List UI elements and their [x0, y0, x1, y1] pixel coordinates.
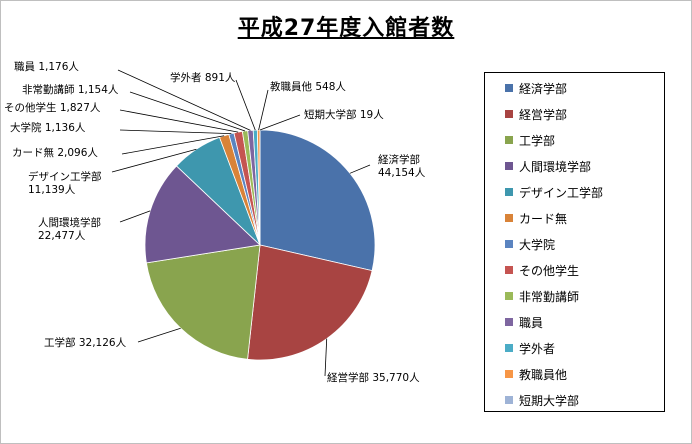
legend-swatch: [505, 214, 513, 222]
legend-swatch: [505, 292, 513, 300]
data-label-7: 大学院 1,136人: [10, 121, 86, 134]
leader-line-4: [119, 210, 151, 223]
data-label-10: 職員 1,176人: [14, 61, 79, 73]
legend-label: カード無: [519, 211, 568, 226]
legend-item-4: 人間環境学部: [505, 159, 592, 174]
leader-line-8: [119, 109, 239, 133]
data-label-11: 学外者 891人: [170, 71, 236, 84]
legend-swatch: [505, 344, 513, 352]
legend-label: 大学院: [519, 237, 556, 252]
leader-line-10: [117, 69, 251, 131]
legend-swatch: [505, 240, 513, 248]
chart-title: 平成27年度入館者数: [237, 16, 455, 41]
data-label-9: 非常勤講師 1,154人: [22, 83, 119, 96]
legend-item-7: 大学院: [505, 237, 556, 252]
legend-item-9: 非常勤講師: [505, 289, 580, 304]
leader-line-11: [235, 79, 256, 131]
legend-label: 学外者: [519, 341, 556, 356]
legend-label: 人間環境学部: [519, 159, 592, 174]
legend-item-1: 経済学部: [505, 81, 568, 96]
legend-swatch: [505, 318, 513, 326]
legend-item-10: 職員: [505, 315, 544, 330]
leader-line-9: [129, 91, 246, 132]
legend-swatch: [505, 162, 513, 170]
legend-item-11: 学外者: [505, 341, 556, 356]
legend-item-3: 工学部: [505, 133, 556, 148]
legend-item-2: 経営学部: [505, 107, 568, 122]
leader-line-1: [349, 164, 371, 174]
data-label-5: デザイン工学部 11,139人: [28, 170, 102, 196]
legend-swatch: [505, 136, 513, 144]
legend-item-6: カード無: [505, 211, 568, 226]
legend-swatch: [505, 110, 513, 118]
legend-label: 経営学部: [519, 107, 568, 122]
legend-label: デザイン工学部: [519, 185, 604, 200]
leader-line-2: [324, 338, 328, 377]
data-label-12: 教職員他 548人: [270, 80, 346, 93]
legend-item-12: 教職員他: [505, 367, 568, 382]
legend-swatch: [505, 84, 513, 92]
legend-label: 短期大学部: [519, 393, 580, 408]
legend-swatch: [505, 396, 513, 404]
legend-swatch: [505, 370, 513, 378]
legend-label: 経済学部: [519, 81, 568, 96]
data-label-4: 人間環境学部 22,477人: [38, 216, 101, 242]
leader-line-7: [119, 129, 232, 135]
leader-line-3: [137, 327, 181, 343]
legend-swatch: [505, 188, 513, 196]
leader-line-13: [259, 114, 301, 131]
data-label-13: 短期大学部 19人: [304, 108, 384, 121]
leader-line-5: [111, 148, 197, 173]
legend-label: 職員: [519, 315, 544, 330]
legend-swatch: [505, 266, 513, 274]
data-label-8: その他学生 1,827人: [4, 101, 101, 114]
legend-label: 教職員他: [519, 367, 568, 382]
data-label-2: 経営学部 35,770人: [327, 371, 420, 384]
legend-item-8: その他学生: [505, 263, 580, 278]
legend-item-13: 短期大学部: [505, 393, 580, 408]
legend-label: 工学部: [519, 133, 556, 148]
pie-slice-4: [144, 165, 261, 264]
legend-item-5: デザイン工学部: [505, 185, 604, 200]
legend-label: その他学生: [519, 263, 580, 278]
pie-slice-3: [145, 244, 261, 360]
leader-line-12: [258, 89, 269, 131]
legend-label: 非常勤講師: [519, 289, 580, 304]
leader-line-6: [121, 135, 225, 155]
chart-legend: 経済学部経営学部工学部人間環境学部 デザイン工学部 カード無大学院その他学生非常勤講…: [484, 72, 665, 412]
data-label-3: 工学部 32,126人: [44, 336, 127, 349]
data-label-6: カード無 2,096人: [12, 146, 98, 159]
pie-slice-2: [247, 244, 373, 361]
data-label-1: 経済学部 44,154人: [378, 153, 426, 179]
